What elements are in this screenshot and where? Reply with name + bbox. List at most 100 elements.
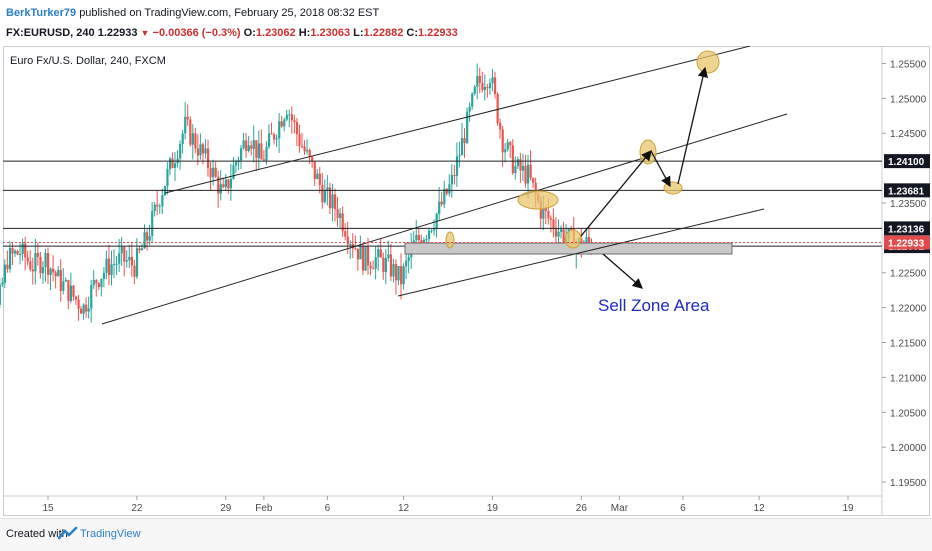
candle-body	[168, 158, 172, 170]
candle-body	[191, 133, 194, 145]
candle-body	[67, 280, 70, 302]
candle-body	[123, 246, 126, 262]
level-price-label: 1.24100	[888, 157, 925, 168]
author-link[interactable]: BerkTurker79	[6, 7, 77, 19]
candle-body	[560, 229, 563, 232]
time-tick-label: 12	[754, 503, 766, 514]
candle-body	[19, 253, 22, 255]
candle-body	[400, 265, 403, 285]
candle-body	[135, 248, 139, 277]
candle-body	[557, 231, 560, 237]
candle-body	[448, 184, 451, 194]
candle-body	[356, 248, 360, 260]
candle-body	[16, 250, 19, 255]
candle-body	[245, 140, 248, 151]
candle-body	[544, 207, 547, 211]
time-tick-label: 19	[487, 503, 499, 514]
last-price: 1.22933	[97, 27, 138, 39]
candle-body	[346, 236, 349, 245]
candle-body	[587, 237, 591, 243]
lower-trend-line[interactable]	[397, 208, 765, 297]
candle-body	[349, 244, 352, 246]
candle-body	[171, 158, 174, 168]
candle-body	[199, 144, 202, 156]
candle-body	[156, 204, 159, 207]
candle-body	[549, 218, 553, 220]
time-tick-label: Mar	[611, 503, 629, 514]
candle-body	[417, 235, 420, 241]
candle-body	[501, 129, 504, 153]
candles-layer	[0, 63, 593, 323]
chart-frame	[3, 46, 930, 516]
candle-body	[369, 265, 372, 269]
candle-body	[290, 114, 294, 121]
candle-body	[204, 148, 207, 154]
candle-body	[143, 232, 146, 249]
price-tick-label: 1.20000	[890, 443, 927, 454]
candle-body	[255, 140, 258, 159]
price-axis[interactable]: 1.25500 1.25000 1.24500 1.23500 1.22500 1.220…	[882, 59, 930, 489]
candle-body	[364, 246, 367, 271]
candle-body	[306, 150, 309, 152]
candle-body	[194, 133, 197, 149]
candle-body	[478, 75, 481, 83]
price-tick-label: 1.25500	[890, 59, 927, 70]
candle-body	[250, 145, 253, 149]
support-highlight-right	[564, 229, 582, 249]
price-tick-label: 1.21000	[890, 373, 927, 384]
candle-body	[285, 114, 288, 120]
candle-body	[26, 257, 29, 262]
candle-body	[323, 191, 327, 203]
level-price-label: 1.23681	[888, 186, 925, 197]
price-change: −0.00366 (−0.3%)	[152, 27, 241, 39]
candle-body	[100, 278, 103, 288]
price-tick-label: 1.21500	[890, 339, 927, 350]
tradingview-logo-icon[interactable]	[58, 526, 78, 542]
candle-body	[62, 281, 65, 291]
candle-body	[153, 204, 156, 212]
candle-body	[151, 211, 154, 237]
candle-body	[509, 142, 512, 146]
level-price-label: 1.23136	[888, 224, 925, 235]
candle-body	[367, 246, 370, 266]
candle-body	[262, 159, 266, 161]
candle-body	[184, 116, 187, 134]
candle-body	[267, 133, 271, 147]
candle-body	[36, 252, 40, 257]
footer: Created with TradingView	[0, 518, 932, 551]
candle-body	[49, 268, 52, 276]
candle-body	[196, 148, 200, 156]
time-tick-label: 12	[398, 503, 410, 514]
candle-body	[158, 206, 161, 208]
price-tick-label: 1.23500	[890, 199, 927, 210]
candle-body	[471, 93, 474, 107]
time-axis[interactable]: 15 22 29 Feb 6 12 19 26 Mar 6 12 19	[42, 496, 854, 514]
tradingview-brand[interactable]: TradingView	[80, 528, 141, 540]
open-value: 1.23062	[255, 27, 296, 39]
time-tick-label: 19	[842, 503, 854, 514]
candle-body	[80, 308, 83, 314]
time-tick-label: 22	[131, 503, 143, 514]
candle-body	[532, 177, 535, 183]
level-price-tag	[884, 221, 930, 236]
candle-body	[130, 256, 134, 266]
middle-trend-line[interactable]	[101, 113, 788, 325]
ohlc-line: FX:EURUSD, 240 1.22933 ▼ −0.00366 (−0.3%…	[6, 27, 458, 39]
price-chart[interactable]: 1.25500 1.25000 1.24500 1.23500 1.22500 1.220…	[0, 46, 932, 516]
candle-body	[59, 270, 62, 291]
candle-body	[209, 167, 212, 178]
candle-body	[64, 280, 67, 282]
candle-body	[552, 219, 555, 229]
candle-body	[95, 280, 98, 284]
candle-body	[21, 243, 24, 254]
candle-body	[415, 235, 418, 241]
candle-body	[57, 270, 60, 277]
candle-body	[481, 82, 484, 91]
candle-body	[113, 263, 116, 265]
upper-trend-line[interactable]	[164, 46, 751, 194]
candle-body	[275, 138, 278, 140]
candle-body	[242, 140, 245, 149]
candle-body	[138, 248, 141, 251]
candle-body	[234, 162, 238, 166]
price-tick-label: 1.24500	[890, 129, 927, 140]
